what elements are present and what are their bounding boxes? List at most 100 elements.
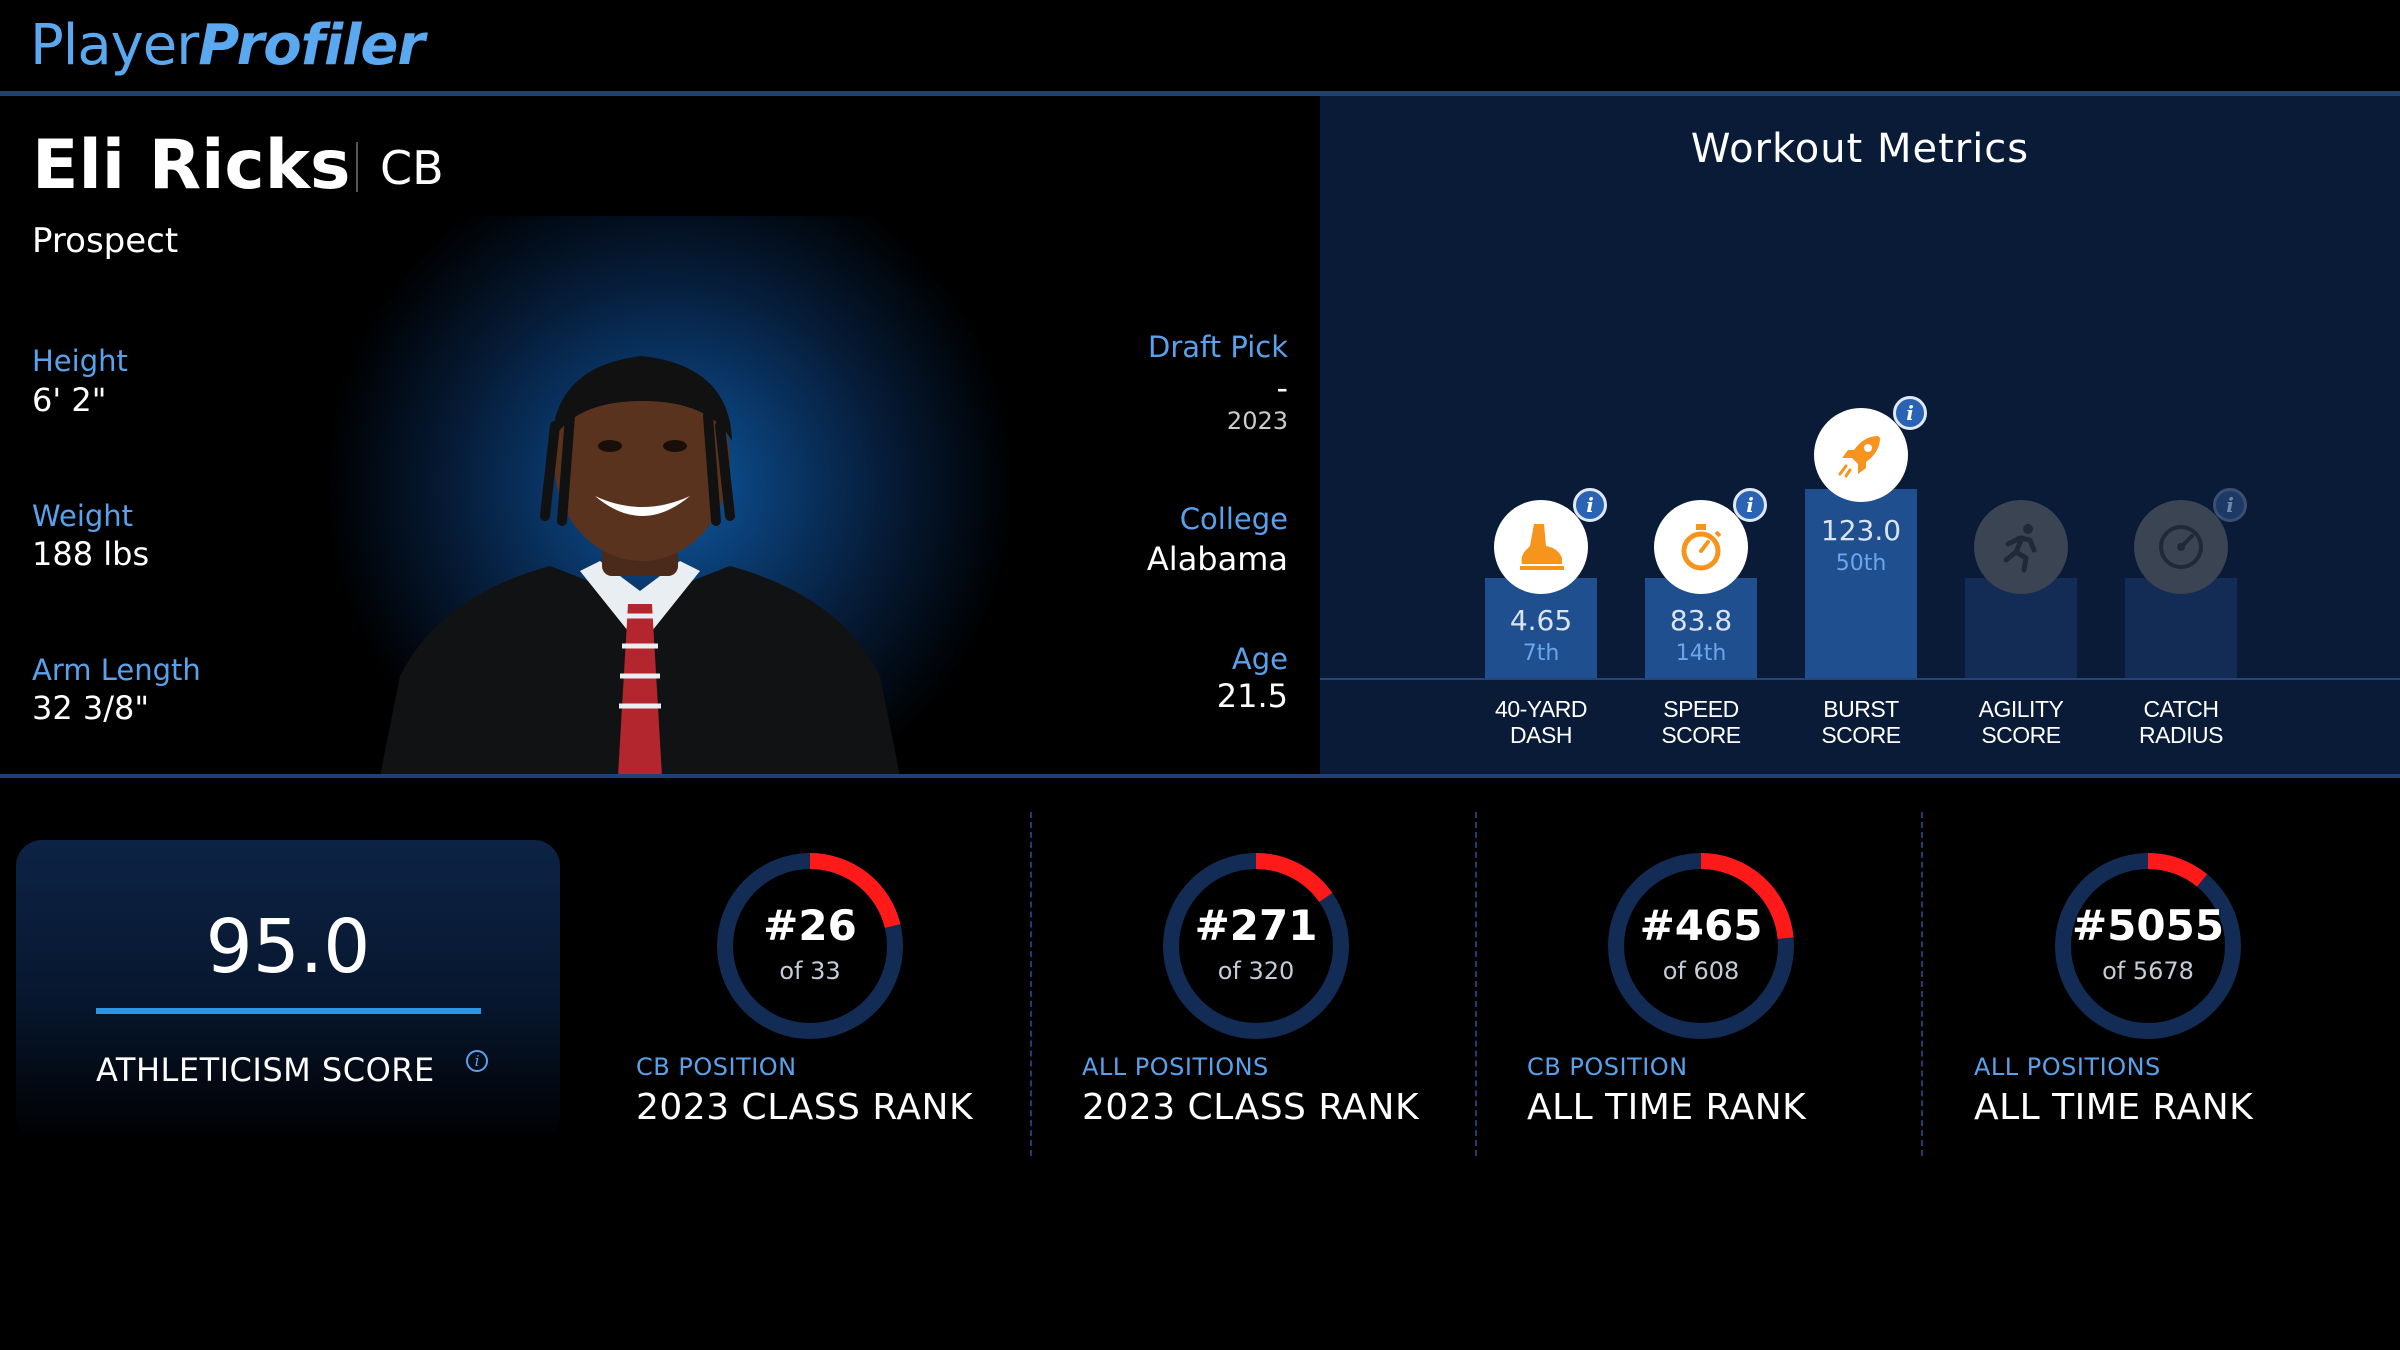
metric-label-line: CATCH: [2143, 696, 2219, 722]
draft-year: 2023: [1226, 407, 1288, 435]
arm-length-label: Arm Length: [32, 653, 201, 687]
player-panel: Eli Ricks CB Prospect Height 6' 2" Weigh…: [0, 96, 1320, 774]
athleticism-score-label: ATHLETICISM SCORE: [96, 1051, 435, 1089]
rank-block: #271 of 320 ALL POSITIONS 2023 CLASS RANK: [1082, 840, 1502, 1160]
college-label: College: [1179, 502, 1288, 536]
metric-percentile: 14th: [1675, 641, 1727, 666]
metric-label-line: SCORE: [1981, 722, 2061, 748]
rank-ring: [1608, 853, 1794, 1039]
metric-label-agility-score: AGILITY SCORE: [1941, 696, 2101, 748]
rank-separator: [1030, 812, 1032, 1156]
runner-icon: [1974, 500, 2068, 594]
metric-agility-score[interactable]: [1965, 96, 2077, 678]
age-value: 21.5: [1216, 677, 1288, 715]
info-icon[interactable]: i: [1573, 488, 1607, 522]
rank-title: 2023 CLASS RANK: [636, 1087, 974, 1128]
brand-part-1: Player: [30, 13, 199, 78]
metric-label-line: SPEED: [1663, 696, 1739, 722]
metric-value: 4.65: [1509, 604, 1573, 637]
info-icon[interactable]: i: [466, 1050, 488, 1072]
rank-number: #465: [1639, 901, 1763, 950]
rank-ring: [717, 853, 903, 1039]
weight-label: Weight: [32, 499, 134, 533]
rank-subtitle: ALL POSITIONS: [1082, 1053, 1269, 1081]
metric-label-line: DASH: [1510, 722, 1572, 748]
metric-label-burst-score: BURST SCORE: [1781, 696, 1941, 748]
rank-total: of 33: [779, 957, 841, 985]
metric-burst-score[interactable]: i 123.0 50th: [1805, 96, 1927, 678]
arm-length-value: 32 3/8": [32, 689, 150, 727]
rank-subtitle: ALL POSITIONS: [1974, 1053, 2161, 1081]
metric-percentile: 50th: [1835, 551, 1887, 576]
name-divider: [356, 142, 358, 192]
rank-total: of 5678: [2102, 957, 2194, 985]
rank-ring: [1163, 853, 1349, 1039]
rank-ring-fill: [2055, 853, 2241, 1039]
athleticism-score-value: 95.0: [205, 904, 371, 990]
player-name: Eli Ricks: [32, 126, 351, 205]
rank-subtitle: CB POSITION: [636, 1053, 797, 1081]
rank-block: #5055 of 5678 ALL POSITIONS ALL TIME RANK: [1974, 840, 2394, 1160]
metric-label-line: 40-YARD: [1495, 696, 1587, 722]
athleticism-score-card: 95.0 ATHLETICISM SCORE i: [16, 840, 560, 1140]
info-icon[interactable]: i: [2213, 488, 2247, 522]
metric-label-line: BURST: [1823, 696, 1899, 722]
brand-part-2: Profiler: [198, 13, 425, 78]
workout-metrics-panel: Workout Metrics i 4.65 7th 40-YARD DASH i…: [1320, 96, 2400, 774]
draft-pick-value: -: [1276, 369, 1288, 407]
player-headshot: [380, 356, 900, 774]
rank-total: of 608: [1662, 957, 1740, 985]
metrics-baseline: [1320, 678, 2400, 680]
metric-label-line: SCORE: [1661, 722, 1741, 748]
metric-value: 83.8: [1669, 604, 1733, 637]
rank-number: #271: [1194, 901, 1318, 950]
section-divider: [0, 774, 2400, 778]
info-icon[interactable]: i: [1733, 488, 1767, 522]
height-value: 6' 2": [32, 381, 107, 419]
rank-title: 2023 CLASS RANK: [1082, 1087, 1420, 1128]
metric-bar: [2125, 578, 2237, 678]
workout-title: Workout Metrics: [1690, 126, 2030, 172]
rank-separator: [1475, 812, 1477, 1156]
shoe-icon: [1494, 500, 1588, 594]
metric-catch-radius[interactable]: i: [2125, 96, 2247, 678]
metric-speed-score[interactable]: i 83.8 14th: [1645, 96, 1767, 678]
metric-bar: [1805, 489, 1917, 678]
rank-ring-fill: [1163, 853, 1349, 1039]
age-label: Age: [1231, 642, 1288, 676]
rank-block: #465 of 608 CB POSITION ALL TIME RANK: [1527, 840, 1947, 1160]
rank-subtitle: CB POSITION: [1527, 1053, 1688, 1081]
metric-40-yard-dash[interactable]: i 4.65 7th: [1485, 96, 1607, 678]
top-bar: PlayerProfiler: [0, 0, 2400, 96]
player-position: CB: [380, 141, 444, 195]
info-icon[interactable]: i: [1893, 396, 1927, 430]
weight-value: 188 lbs: [32, 535, 150, 573]
metric-bar: [1645, 578, 1757, 678]
college-value: Alabama: [1146, 540, 1288, 578]
draft-pick-label: Draft Pick: [1148, 330, 1288, 364]
athleticism-score-bar: [96, 1008, 481, 1014]
rank-number: #26: [763, 901, 857, 950]
target-icon: [2134, 500, 2228, 594]
metric-label-speed-score: SPEED SCORE: [1621, 696, 1781, 748]
rank-ring: [2055, 853, 2241, 1039]
metric-percentile: 7th: [1522, 641, 1560, 666]
rank-total: of 320: [1217, 957, 1295, 985]
brand-logo[interactable]: PlayerProfiler: [30, 12, 425, 80]
rank-title: ALL TIME RANK: [1974, 1087, 2254, 1128]
metric-bar: [1485, 578, 1597, 678]
metric-label-line: RADIUS: [2139, 722, 2223, 748]
rank-ring-fill: [717, 853, 903, 1039]
metric-label-line: AGILITY: [1978, 696, 2064, 722]
metric-label-40-yard-dash: 40-YARD DASH: [1461, 696, 1621, 748]
rank-ring-fill: [1608, 853, 1794, 1039]
rank-separator: [1921, 812, 1923, 1156]
metric-bar: [1965, 578, 2077, 678]
metric-label-line: SCORE: [1821, 722, 1901, 748]
rank-number: #5055: [2071, 901, 2225, 950]
stopwatch-icon: [1654, 500, 1748, 594]
player-status: Prospect: [32, 221, 179, 261]
metric-value: 123.0: [1820, 514, 1902, 547]
rank-block: #26 of 33 CB POSITION 2023 CLASS RANK: [636, 840, 1056, 1160]
rank-title: ALL TIME RANK: [1527, 1087, 1807, 1128]
